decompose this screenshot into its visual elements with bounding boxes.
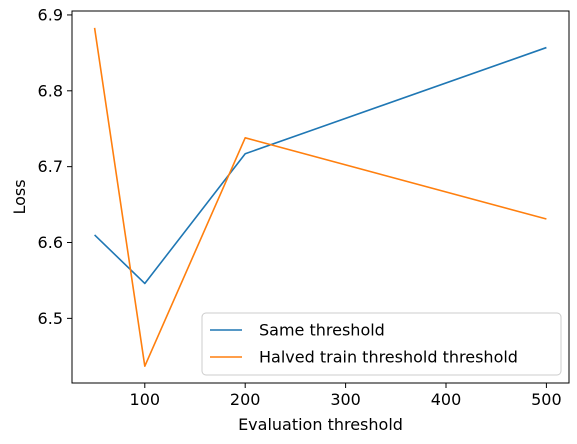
y-tick-label: 6.8 — [38, 81, 63, 100]
x-tick-label: 500 — [531, 390, 562, 409]
legend-label-1: Same threshold — [259, 321, 385, 340]
y-axis-ticks: 6.5 6.6 6.7 6.8 6.9 — [38, 5, 72, 328]
x-tick-label: 100 — [130, 390, 161, 409]
x-axis-ticks: 100 200 300 400 500 — [130, 383, 562, 409]
x-tick-label: 200 — [230, 390, 261, 409]
plot-lines — [93, 27, 547, 367]
x-tick-label: 400 — [431, 390, 462, 409]
y-tick-label: 6.9 — [38, 5, 63, 24]
y-tick-label: 6.7 — [38, 157, 63, 176]
x-tick-label: 300 — [330, 390, 361, 409]
legend: Same threshold Halved train threshold thr… — [201, 312, 562, 376]
y-tick-label: 6.6 — [38, 233, 63, 252]
legend-label-2: Halved train threshold threshold — [259, 348, 518, 367]
series-line-2 — [93, 27, 547, 367]
y-tick-label: 6.5 — [38, 309, 63, 328]
x-axis-label: Evaluation threshold — [238, 415, 403, 434]
y-axis-label: Loss — [10, 179, 29, 214]
series-line-1 — [94, 46, 547, 285]
plot-area-frame — [71, 10, 570, 384]
legend-box — [201, 312, 562, 376]
